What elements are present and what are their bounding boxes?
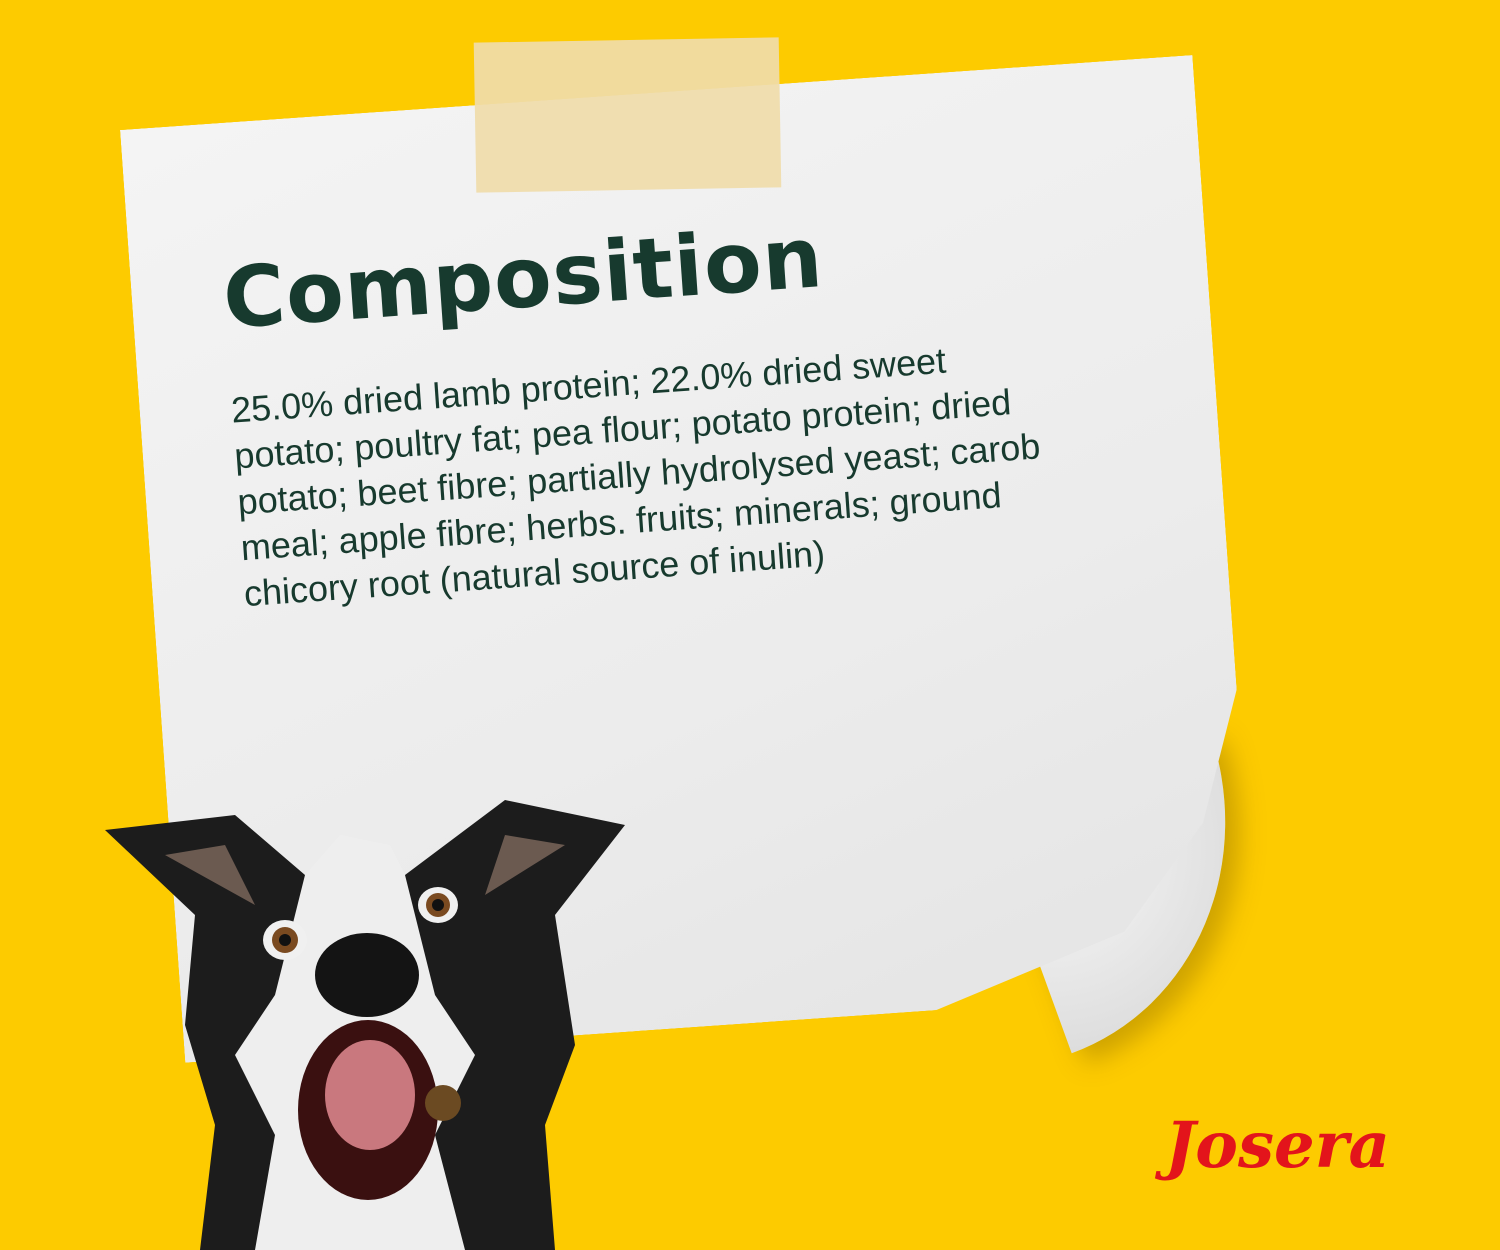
dog-image <box>105 800 625 1250</box>
composition-note: Composition 25.0% dried lamb protein; 22… <box>220 194 1048 617</box>
josera-logo: Josera <box>1165 1108 1390 1183</box>
tape <box>473 37 782 193</box>
